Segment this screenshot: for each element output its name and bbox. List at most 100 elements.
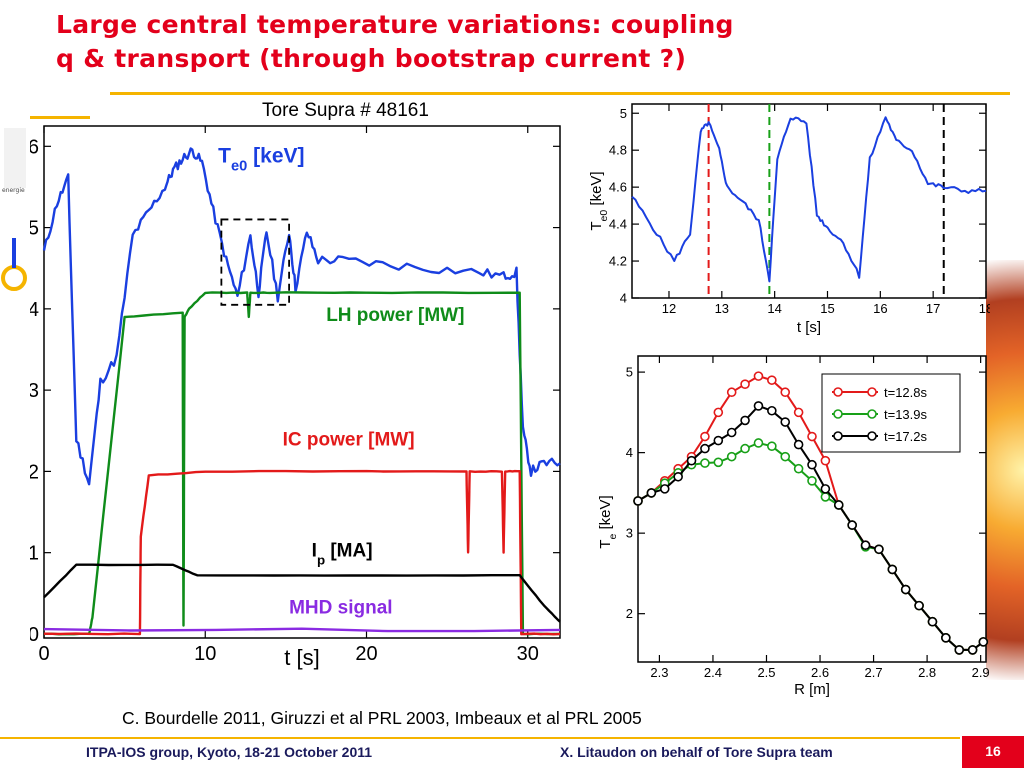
te-profile-chart: 2.3 2.4 2.5 2.6 2.7 2.8 2.9 2 3 4 5 t=12.8s t=13.9s t… xyxy=(597,355,990,698)
main-series-4-line xyxy=(43,563,561,623)
main-series-4-label-sub: p xyxy=(317,552,325,567)
main-series-2-line xyxy=(43,291,561,636)
profile-series-1-point xyxy=(793,407,804,418)
profile-series-2-point xyxy=(793,463,804,474)
zoom-xtick-label: 15 xyxy=(820,301,834,316)
logo-ring-icon xyxy=(1,265,27,291)
profile-legend-marker-2 xyxy=(867,409,877,419)
profile-xtick-label: 2.3 xyxy=(650,665,668,680)
zoom-xtick-label: 12 xyxy=(662,301,676,316)
main-series-5-line xyxy=(43,627,561,633)
profile-legend-label-3: t=17.2s xyxy=(884,429,928,444)
profile-series-3-point xyxy=(978,637,989,647)
profile-series-1-point xyxy=(820,455,831,466)
zoom-ytick-label: 4.6 xyxy=(609,180,627,195)
profile-ytick-label: 5 xyxy=(626,365,633,380)
profile-series-1-point xyxy=(807,431,817,442)
profile-series-3-point xyxy=(740,415,750,426)
profile-series-3-point xyxy=(900,584,911,595)
main-xtick-label: 20 xyxy=(355,643,377,665)
sun-decoration xyxy=(986,260,1024,680)
profile-series-2-point xyxy=(767,441,777,451)
main-series-1-label: Te0 [keV] xyxy=(218,145,304,175)
main-series-1-label-sub: e0 xyxy=(231,159,247,175)
main-xtick-label: 10 xyxy=(194,643,216,665)
profile-series-3-point xyxy=(914,600,924,611)
main-ytick-label: 3 xyxy=(30,380,39,402)
slide-title: Large central temperature variations: co… xyxy=(56,8,956,76)
zoom-ytick-label: 5 xyxy=(620,106,627,121)
profile-ylabel-unit: [keV] xyxy=(597,495,614,533)
footer-author: X. Litaudon on behalf of Tore Supra team xyxy=(560,744,833,760)
zoom-ytick-label: 4 xyxy=(620,291,627,306)
profile-series-1-point xyxy=(726,387,737,398)
profile-series-3-point xyxy=(659,484,670,494)
main-ytick-label: 5 xyxy=(30,218,39,240)
profile-series-3-point xyxy=(633,496,643,506)
main-series-2-label-main: LH power [MW] xyxy=(326,305,464,326)
profile-series-3-point xyxy=(941,633,951,643)
logo-letter-icon xyxy=(12,238,16,268)
profile-series-3-point xyxy=(673,471,683,482)
profile-xtick-label: 2.5 xyxy=(757,665,775,680)
zoom-xlabel: t [s] xyxy=(797,319,821,336)
zoom-ytick-label: 4.2 xyxy=(609,254,627,269)
profile-xtick-label: 2.6 xyxy=(811,665,829,680)
profile-legend-label-2: t=13.9s xyxy=(884,407,928,422)
main-series-4-label-unit: [MA] xyxy=(325,541,372,562)
profile-series-3-point xyxy=(686,455,697,466)
main-series-5-label: MHD signal xyxy=(289,598,392,619)
profile-series-3-point xyxy=(646,488,657,498)
profile-series-3-point xyxy=(860,540,871,551)
zoom-ytick-label: 4.8 xyxy=(609,143,627,158)
zoom-xtick-label: 13 xyxy=(715,301,729,316)
zoom-te0-chart: 12 13 14 15 16 17 18 4 4.2 4.4 4.6 4.8 5 t [s] Te0 [ke… xyxy=(588,103,990,336)
main-ytick-label: 4 xyxy=(30,299,39,321)
main-series-3-line xyxy=(43,469,561,636)
title-underline xyxy=(110,92,1010,95)
profile-series-3-point xyxy=(713,435,724,446)
profile-series-2-point xyxy=(807,476,817,486)
main-plot-frame xyxy=(43,125,561,639)
profile-ylabel-sub: e xyxy=(607,534,619,540)
profile-series-2-point xyxy=(726,451,737,462)
profile-series-2-point xyxy=(700,458,710,468)
main-xtick-label: 30 xyxy=(517,643,539,665)
profile-ytick-label: 4 xyxy=(626,445,633,460)
profile-series-3-point xyxy=(793,439,804,450)
zoom-ylabel-sub: e0 xyxy=(598,210,610,222)
profile-xtick-label: 2.7 xyxy=(865,665,883,680)
main-series-3-label-main: IC power [MW] xyxy=(283,429,415,450)
title-line-2: q & transport (through bootstrap current… xyxy=(56,44,687,73)
profile-series-1-point xyxy=(700,431,710,442)
profile-series-3-point xyxy=(700,443,710,454)
profile-xlabel: R [m] xyxy=(794,681,830,698)
profile-xtick-label: 2.4 xyxy=(704,665,722,680)
main-ytick-label: 2 xyxy=(30,461,39,483)
profile-ytick-label: 2 xyxy=(626,606,633,621)
main-series-1-label-main: T xyxy=(218,145,231,168)
profile-series-3-point xyxy=(807,459,817,470)
main-time-trace-chart: 0 10 20 30 0 1 2 3 4 5 6 t [s] Te0 [keV] LH power [MW… xyxy=(30,125,561,670)
profile-series-1-point xyxy=(713,407,724,418)
main-ytick-label: 1 xyxy=(30,543,39,565)
profile-legend-marker-2 xyxy=(833,409,843,419)
main-series-1-label-unit: [keV] xyxy=(247,145,304,168)
zoom-xtick-label: 14 xyxy=(767,301,781,316)
zoom-xtick-label: 18 xyxy=(979,301,990,316)
profile-series-3-point xyxy=(847,520,857,530)
profile-legend-marker-1 xyxy=(833,387,843,397)
profile-xtick-label: 2.9 xyxy=(972,665,990,680)
footer-bar xyxy=(0,736,1024,768)
profile-series-2-point xyxy=(740,443,750,454)
shot-label: Tore Supra # 48161 xyxy=(262,100,429,121)
main-zoom-box xyxy=(220,218,290,306)
main-xtick-label: 0 xyxy=(38,643,49,665)
title-underline-left xyxy=(30,116,90,119)
page-number: 16 xyxy=(962,736,1024,768)
profile-series-1-point xyxy=(753,371,764,381)
profile-ylabel: Te [keV] xyxy=(597,495,619,548)
profile-legend-marker-1 xyxy=(867,387,877,397)
profile-series-3-point xyxy=(780,417,791,427)
profile-series-1-point xyxy=(767,375,777,385)
